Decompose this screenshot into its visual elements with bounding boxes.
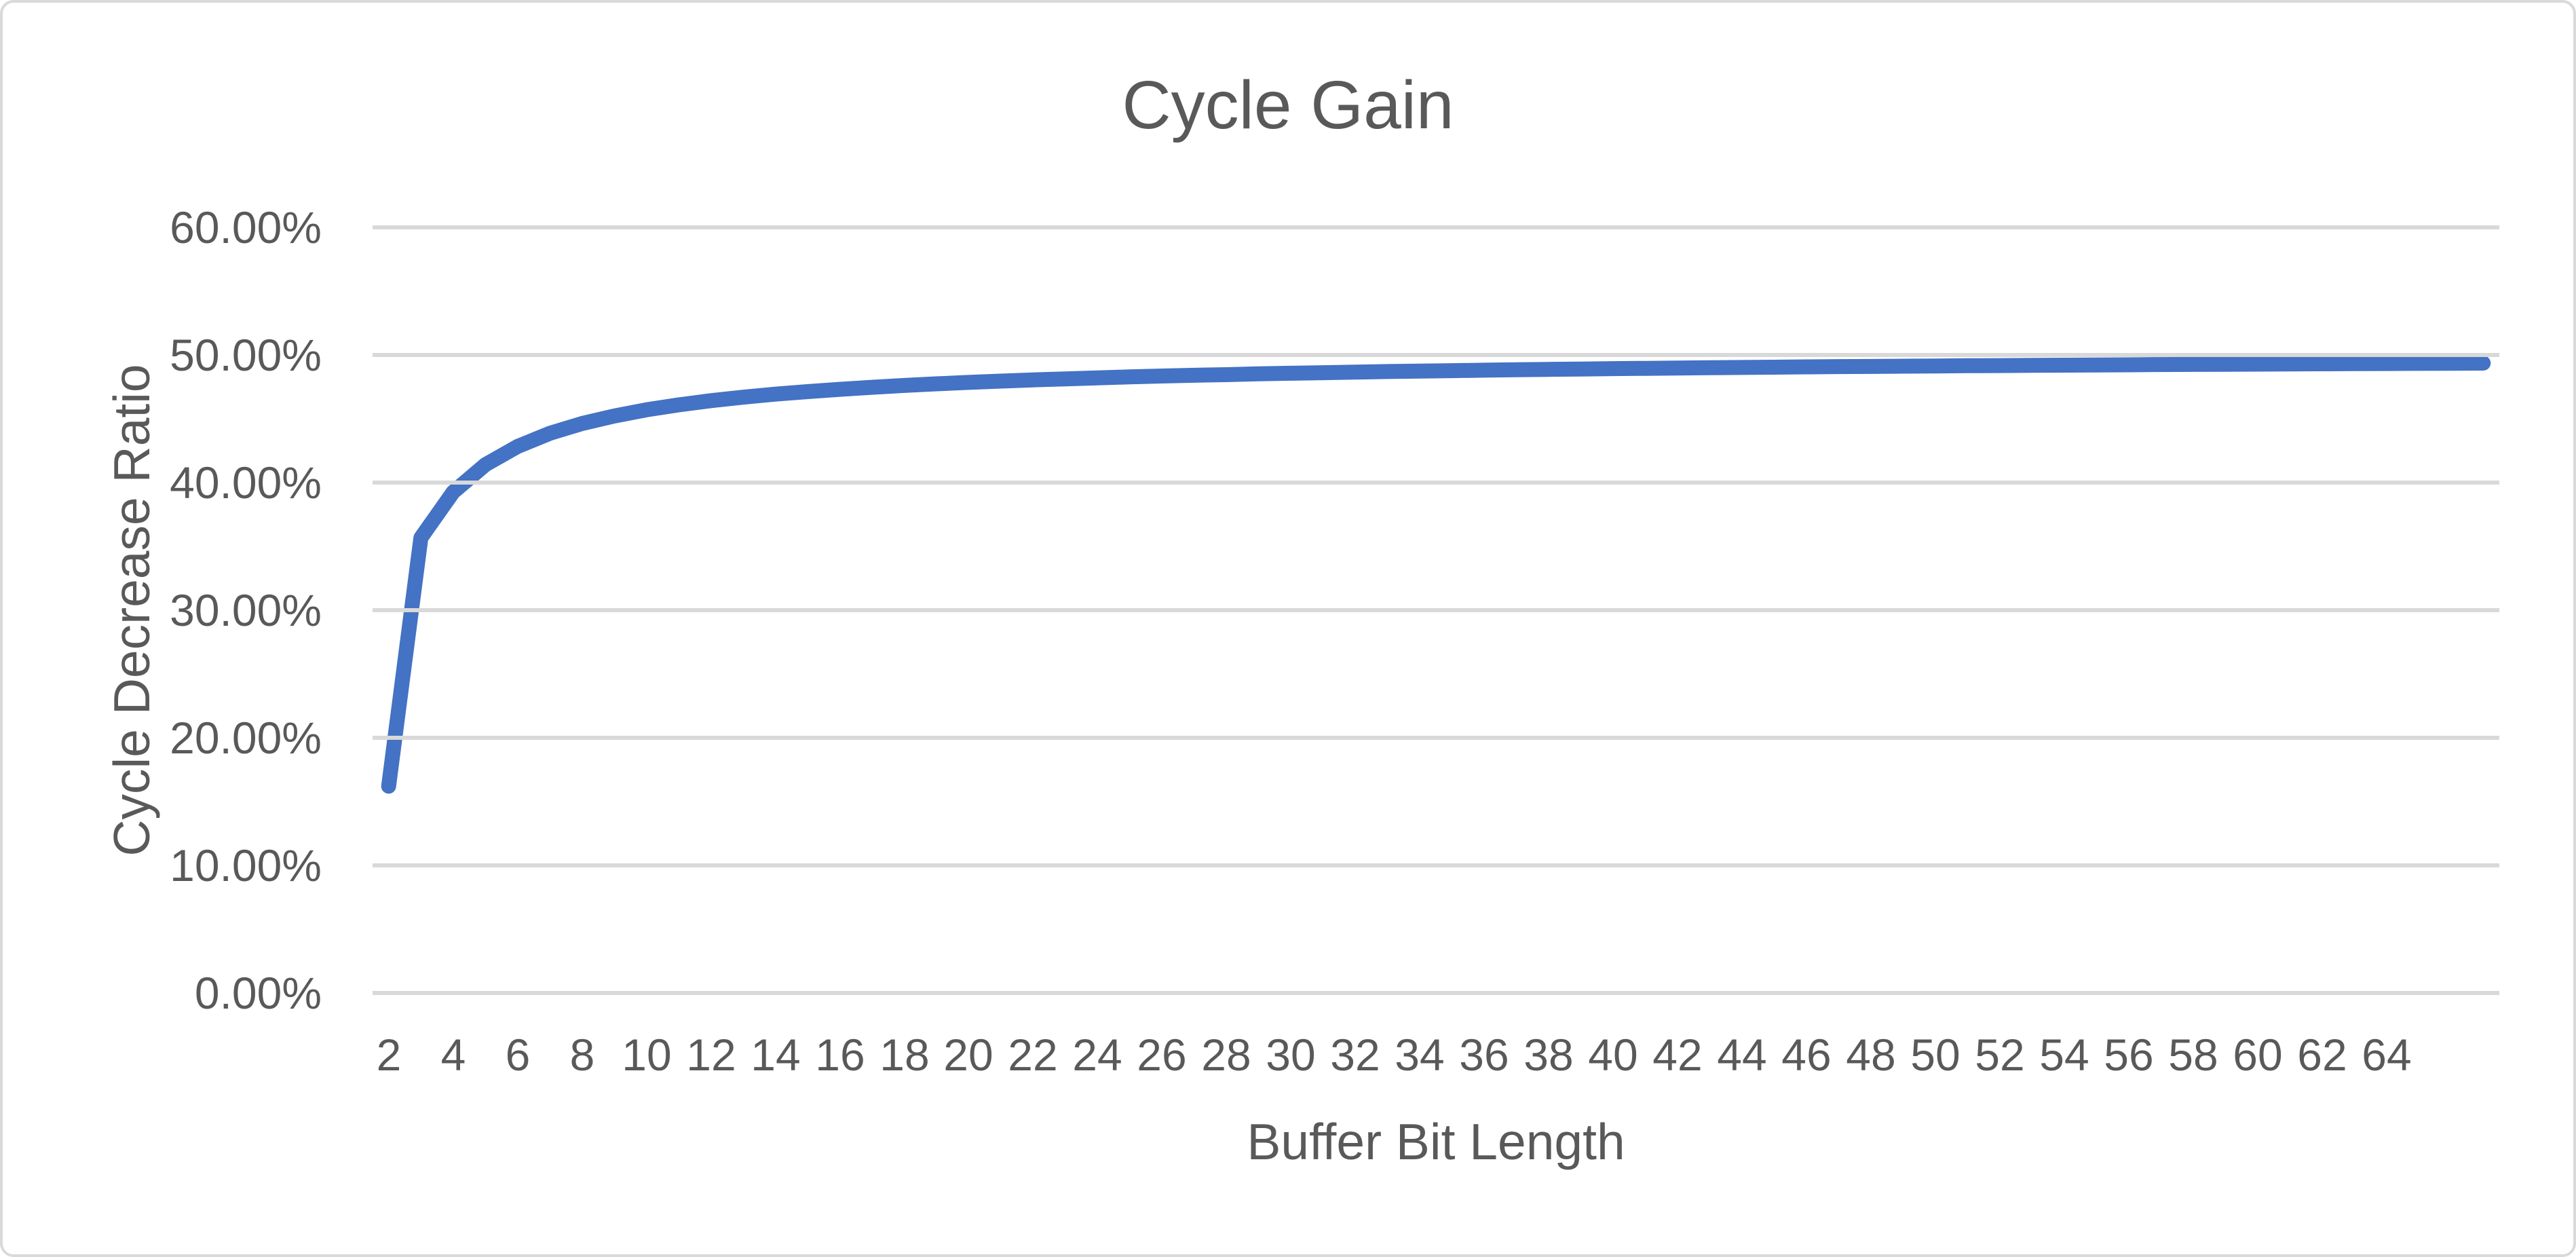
- x-tick-label: 20: [943, 1030, 993, 1080]
- gridline: [373, 225, 2499, 229]
- x-tick-label: 34: [1395, 1030, 1445, 1080]
- x-tick-label: 54: [2039, 1030, 2089, 1080]
- x-tick-label: 18: [879, 1030, 930, 1080]
- y-tick-label: 30.00%: [170, 585, 322, 635]
- gridline: [373, 991, 2499, 995]
- x-tick-label: 36: [1459, 1030, 1509, 1080]
- y-tick-label: 60.00%: [170, 202, 322, 252]
- x-tick-label: 40: [1588, 1030, 1638, 1080]
- x-tick-label: 22: [1008, 1030, 1058, 1080]
- x-tick-label: 24: [1072, 1030, 1122, 1080]
- x-tick-label: 44: [1717, 1030, 1767, 1080]
- y-tick-label: 50.00%: [170, 330, 322, 380]
- series-line-svg: [381, 356, 2491, 794]
- x-tick-label: 12: [686, 1030, 736, 1080]
- y-tick-label: 10.00%: [170, 840, 322, 890]
- gridline: [373, 481, 2499, 485]
- x-tick-label: 38: [1523, 1030, 1574, 1080]
- gridline: [373, 863, 2499, 867]
- x-tick-label: 64: [2362, 1030, 2412, 1080]
- gridline: [373, 736, 2499, 740]
- x-tick-label: 26: [1137, 1030, 1187, 1080]
- series-line: [381, 356, 2491, 794]
- x-tick-label: 50: [1910, 1030, 1961, 1080]
- x-tick-label: 58: [2168, 1030, 2218, 1080]
- y-tick-label: 0.00%: [194, 968, 322, 1018]
- x-tick-label: 4: [440, 1030, 466, 1080]
- x-tick-label: 62: [2297, 1030, 2347, 1080]
- gridline: [373, 353, 2499, 357]
- x-tick-label: 32: [1330, 1030, 1380, 1080]
- x-tick-label: 28: [1201, 1030, 1251, 1080]
- gridline: [373, 608, 2499, 612]
- x-tick-label: 30: [1266, 1030, 1316, 1080]
- y-tick-label: 40.00%: [170, 457, 322, 508]
- x-tick-label: 56: [2104, 1030, 2154, 1080]
- x-tick-label: 2: [376, 1030, 402, 1080]
- x-tick-label: 16: [815, 1030, 865, 1080]
- x-tick-label: 52: [1975, 1030, 2025, 1080]
- x-tick-label: 6: [505, 1030, 531, 1080]
- x-tick-label: 8: [569, 1030, 595, 1080]
- plot-area: [373, 225, 2499, 995]
- x-tick-label: 10: [622, 1030, 672, 1080]
- x-tick-label: 60: [2233, 1030, 2283, 1080]
- x-tick-label: 48: [1846, 1030, 1896, 1080]
- x-axis-title: Buffer Bit Length: [1247, 1113, 1625, 1170]
- x-tick-label: 46: [1781, 1030, 1832, 1080]
- chart-title: Cycle Gain: [1122, 67, 1454, 143]
- x-tick-label: 14: [751, 1030, 801, 1080]
- y-tick-label: 20.00%: [170, 713, 322, 763]
- x-tick-label: 42: [1652, 1030, 1703, 1080]
